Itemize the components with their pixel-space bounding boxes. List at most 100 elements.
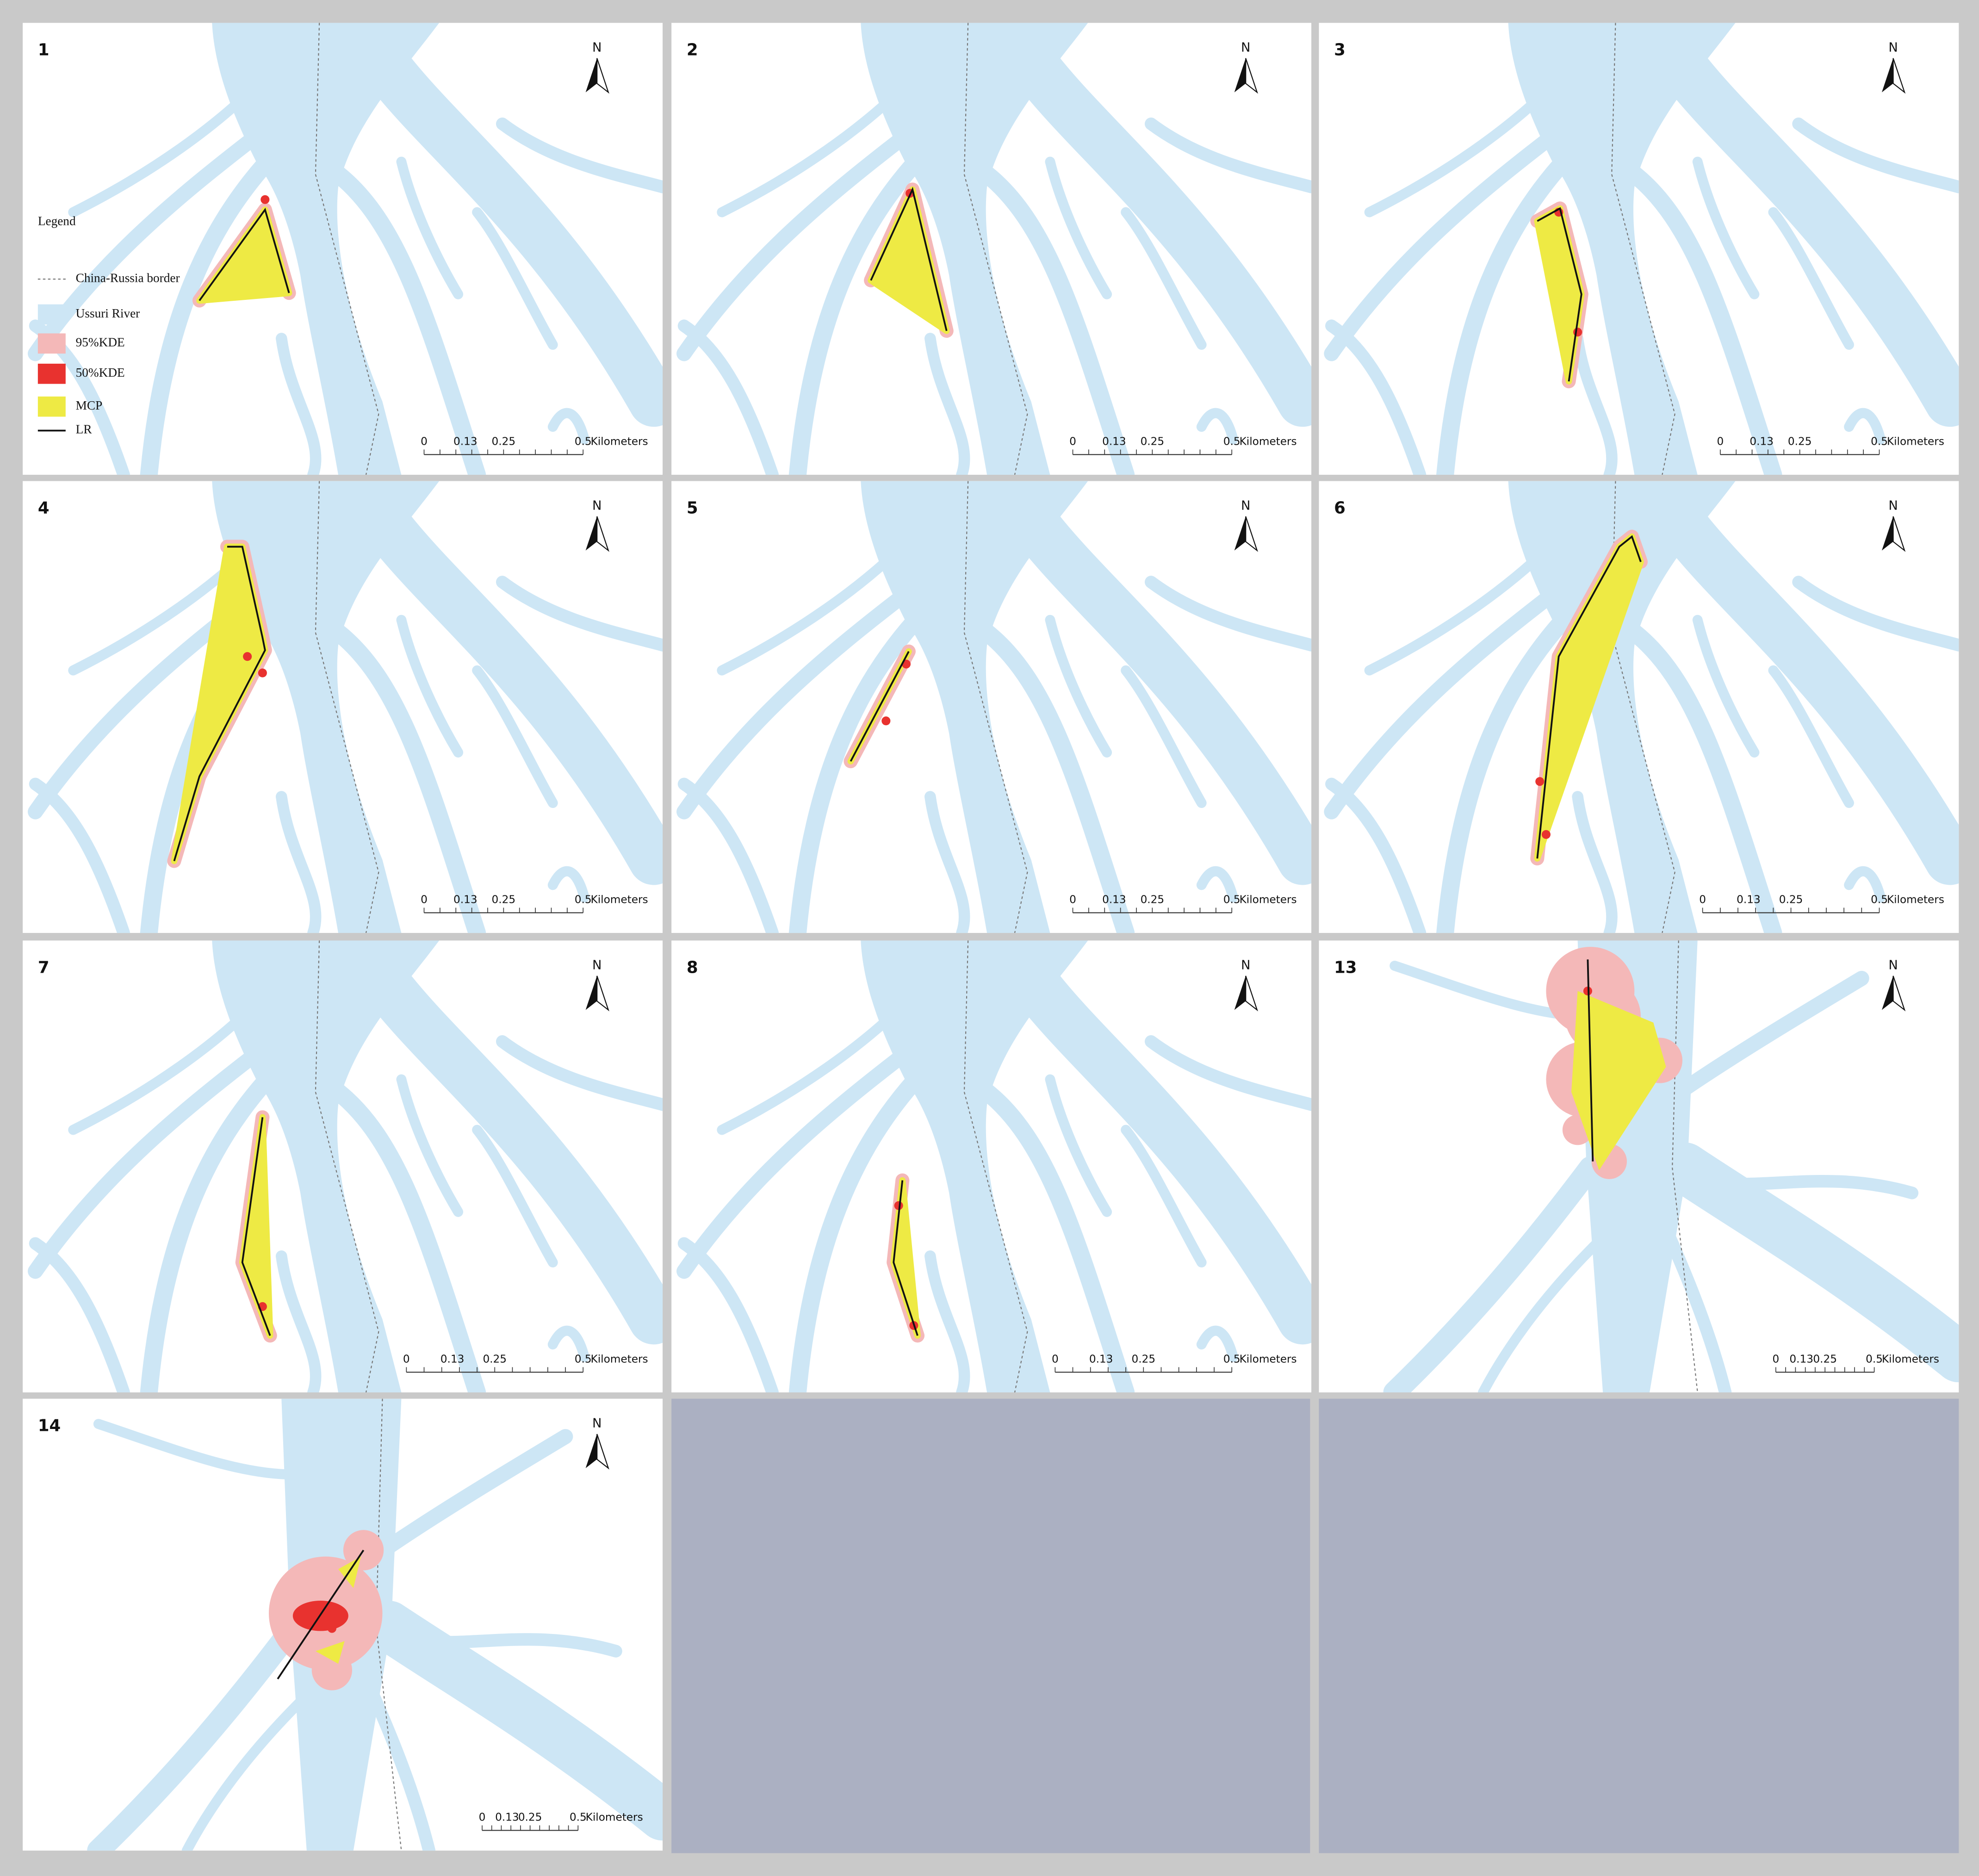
north-arrow <box>1245 58 1258 94</box>
scale-label: 0.13 <box>495 1811 519 1824</box>
north-arrow <box>1881 516 1893 551</box>
north-arrow <box>596 1434 609 1470</box>
scale-label: 0.5 <box>575 435 592 448</box>
map <box>35 23 663 475</box>
kde50 <box>327 1624 336 1633</box>
panel-label: 2 <box>687 40 698 59</box>
map <box>684 481 1311 933</box>
kde50 <box>243 652 252 661</box>
scale-label: 0 <box>1699 894 1706 906</box>
map <box>99 1398 663 1851</box>
scale-label: 0.5 <box>1223 894 1241 906</box>
north-label: N <box>1241 958 1250 973</box>
north-label: N <box>1888 40 1898 55</box>
scale-label: 0.13 <box>440 1353 465 1366</box>
scale-label: 0.13 <box>1737 894 1761 906</box>
lr <box>850 651 910 762</box>
map <box>684 23 1311 475</box>
border <box>315 481 379 933</box>
lr <box>241 1117 271 1336</box>
scale-label: 0 <box>1069 894 1076 906</box>
north-arrow <box>596 516 609 552</box>
kde50 <box>894 1201 903 1210</box>
scale-label: 0.5 <box>1871 894 1888 906</box>
north-arrow <box>585 975 597 1010</box>
legend-item: 95%KDE <box>76 335 125 349</box>
north-arrow <box>585 516 597 551</box>
lr <box>1587 959 1594 1162</box>
scale-unit: Kilometers <box>1887 435 1944 448</box>
lr <box>870 186 948 331</box>
scale-label: 0.5 <box>1223 435 1241 448</box>
kde50 <box>261 195 270 204</box>
scale-unit: Kilometers <box>591 894 648 906</box>
border <box>963 23 1028 475</box>
kde95 <box>343 1530 384 1571</box>
legend-item: China-Russia border <box>76 271 180 285</box>
map <box>35 940 663 1392</box>
scale-unit: Kilometers <box>1240 1353 1297 1366</box>
kde50 <box>881 716 891 726</box>
empty-panel <box>671 1398 1310 1853</box>
scale-label: 0.25 <box>1813 1353 1837 1366</box>
legend-item: LR <box>76 422 93 436</box>
legend-swatch <box>37 363 66 384</box>
north-label: N <box>1241 40 1250 55</box>
scale-label: 0.5 <box>575 1353 592 1366</box>
scale-label: 0.25 <box>492 435 516 448</box>
scale-label: 0.5 <box>1866 1353 1883 1366</box>
scale-label: 0.13 <box>1789 1353 1813 1366</box>
panel-label: 6 <box>1334 499 1346 518</box>
scale-label: 0.5 <box>575 894 592 906</box>
map <box>1332 481 1959 933</box>
north-arrow <box>1245 975 1258 1012</box>
scale-unit: Kilometers <box>591 435 648 448</box>
scale-label: 0.13 <box>1089 1353 1113 1366</box>
lr <box>277 1549 365 1680</box>
scale-label: 0.13 <box>1102 894 1126 906</box>
north-arrow <box>1881 975 1893 1010</box>
panel-label: 5 <box>687 499 698 518</box>
legend-item: MCP <box>76 398 103 412</box>
north-label: N <box>1888 958 1898 973</box>
scale-label: 0.25 <box>1788 435 1812 448</box>
border <box>315 23 379 475</box>
legend-swatch <box>37 396 66 417</box>
north-label: N <box>592 958 602 973</box>
mcp <box>315 1641 345 1664</box>
border <box>1672 940 1698 1392</box>
scale-label: 0 <box>421 435 428 448</box>
panel-label: 1 <box>38 40 50 59</box>
legend-title: Legend <box>38 214 76 228</box>
scale-label: 0.25 <box>492 894 516 906</box>
legend-item: Ussuri River <box>76 306 140 320</box>
scale-unit: Kilometers <box>586 1811 643 1824</box>
north-arrow <box>585 1434 597 1468</box>
north-label: N <box>1241 499 1250 513</box>
legend-item: 50%KDE <box>76 366 125 379</box>
scale-unit: Kilometers <box>1240 435 1297 448</box>
north-arrow <box>1892 516 1906 552</box>
panel-label: 13 <box>1334 958 1357 977</box>
scale-unit: Kilometers <box>1240 894 1297 906</box>
map <box>35 481 663 933</box>
scale-label: 0.13 <box>1102 435 1126 448</box>
scale-label: 0 <box>1717 435 1724 448</box>
lr <box>893 1180 918 1336</box>
scale-label: 0.25 <box>483 1353 507 1366</box>
scale-unit: Kilometers <box>1882 1353 1939 1366</box>
panel-label: 4 <box>38 499 50 518</box>
legend-swatch <box>37 304 66 325</box>
scale-unit: Kilometers <box>591 1353 648 1366</box>
panel-label: 3 <box>1334 40 1346 59</box>
border <box>1611 23 1675 475</box>
north-label: N <box>592 40 602 55</box>
scale-label: 0.25 <box>1131 1353 1155 1366</box>
